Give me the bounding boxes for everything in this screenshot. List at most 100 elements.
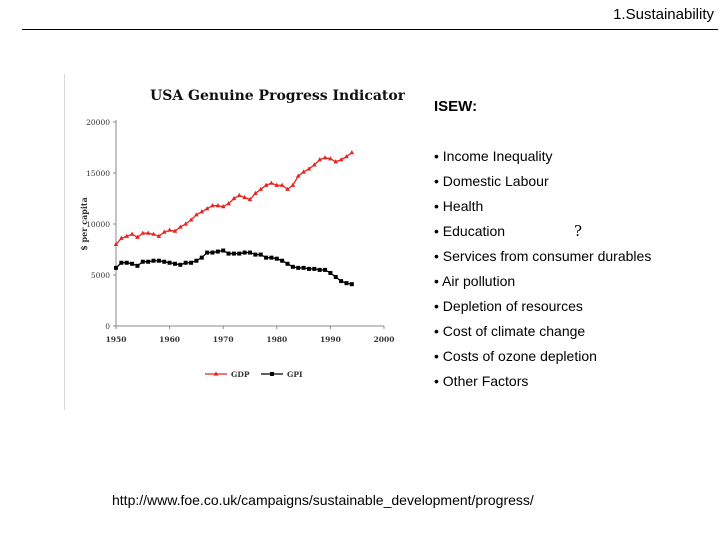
data-point-gpi <box>339 279 344 284</box>
data-point-gpi <box>114 265 118 270</box>
x-tick-label: 1990 <box>320 335 341 344</box>
data-point-gpi <box>344 281 349 286</box>
data-point-gpi <box>156 258 161 263</box>
data-point-gdp <box>167 227 172 232</box>
data-point-gdp <box>236 192 242 198</box>
data-point-gpi <box>183 260 188 265</box>
y-tick-label: 20000 <box>86 118 110 127</box>
data-point-gdp <box>194 212 199 217</box>
list-item: • Services from consumer durables <box>434 248 652 264</box>
data-point-gpi <box>167 260 172 265</box>
data-point-gpi <box>226 251 231 256</box>
data-point-gpi <box>162 259 167 264</box>
data-point-gdp <box>306 166 312 171</box>
data-point-gdp <box>210 203 215 208</box>
data-point-gdp <box>253 190 258 195</box>
data-point-gpi <box>349 282 354 287</box>
data-point-gdp <box>204 206 210 211</box>
data-point-gdp <box>269 180 274 185</box>
data-point-gpi <box>178 262 183 267</box>
data-point-gpi <box>231 251 236 256</box>
data-point-gdp <box>129 231 135 236</box>
data-point-gpi <box>237 251 242 256</box>
data-point-gdp <box>231 195 237 201</box>
list-item: • Costs of ozone depletion <box>434 348 597 364</box>
legend-label-gdp: GDP <box>231 370 250 379</box>
y-tick-label: 15000 <box>86 169 110 178</box>
data-point-gdp <box>333 159 339 164</box>
data-point-gpi <box>221 248 226 253</box>
legend-marker-gpi <box>270 372 274 376</box>
data-point-gdp <box>215 203 221 208</box>
data-point-gdp <box>145 230 151 235</box>
data-point-gpi <box>199 255 204 260</box>
list-item: • Domestic Labour <box>434 173 549 189</box>
x-tick-label: 2000 <box>374 335 395 344</box>
data-point-gdp <box>295 173 301 178</box>
data-point-gdp <box>156 233 162 238</box>
list-item: • Air pollution <box>434 273 516 289</box>
data-point-gdp <box>349 150 355 155</box>
y-tick-label: 0 <box>105 322 110 331</box>
data-point-gpi <box>317 267 322 272</box>
data-point-gpi <box>189 260 194 265</box>
legend-label-gpi: GPI <box>287 370 303 379</box>
data-point-gpi <box>172 261 177 266</box>
data-point-gpi <box>296 265 301 270</box>
data-point-gdp <box>188 217 194 222</box>
data-point-gpi <box>328 270 333 275</box>
data-point-gpi <box>151 258 156 263</box>
data-point-gpi <box>274 256 279 261</box>
data-point-gdp <box>344 154 349 159</box>
data-point-gpi <box>146 259 151 264</box>
gpi-chart-svg: USA Genuine Progress Indicator 0 5000 1000… <box>79 88 405 379</box>
data-point-gdp <box>338 157 344 162</box>
x-tick-label: 1970 <box>213 335 234 344</box>
data-point-gpi <box>119 260 124 265</box>
source-link[interactable]: http://www.foe.co.uk/campaigns/sustainab… <box>112 492 534 508</box>
data-point-gdp <box>274 182 280 187</box>
data-point-gpi <box>140 259 145 264</box>
data-point-gpi <box>285 261 290 266</box>
data-point-gpi <box>306 266 311 271</box>
data-point-gdp <box>263 182 269 187</box>
list-item: • Other Factors <box>434 373 529 389</box>
data-point-gdp <box>140 230 146 235</box>
list-item: • Health <box>434 198 484 214</box>
data-point-gpi <box>280 258 285 263</box>
data-point-gpi <box>312 266 317 271</box>
data-point-gdp <box>119 235 124 240</box>
data-point-gpi <box>242 250 247 255</box>
data-point-gpi <box>124 260 129 265</box>
data-point-gdp <box>124 233 130 238</box>
data-point-gdp <box>322 155 328 160</box>
data-point-gpi <box>248 250 252 255</box>
data-point-gpi <box>210 250 215 255</box>
legend-marker-gdp <box>213 371 219 376</box>
data-point-gdp <box>258 186 264 191</box>
chart-title: USA Genuine Progress Indicator <box>150 88 405 104</box>
data-point-gpi <box>253 252 258 257</box>
data-point-gdp <box>317 157 322 162</box>
data-point-gdp <box>199 209 205 214</box>
x-tick-label: 1950 <box>106 335 127 344</box>
data-point-gpi <box>194 258 199 263</box>
title-divider <box>22 29 718 30</box>
data-point-gpi <box>130 261 135 266</box>
data-point-gpi <box>290 264 295 269</box>
question-mark: ? <box>574 222 583 240</box>
data-point-gdp <box>113 241 119 246</box>
data-point-gpi <box>264 255 269 260</box>
isew-factor-list: • Income Inequality • Domestic Labour • … <box>434 147 651 397</box>
data-point-gpi <box>215 249 220 254</box>
data-point-gdp <box>312 162 317 167</box>
data-point-gdp <box>151 231 156 236</box>
data-point-gdp <box>290 182 296 187</box>
data-point-gpi <box>269 255 274 260</box>
gpi-chart: USA Genuine Progress Indicator 0 5000 1000… <box>65 74 405 410</box>
list-item: • Cost of climate change <box>434 323 586 339</box>
data-point-gdp <box>247 196 253 202</box>
isew-panel: ISEW: • Income Inequality • Domestic Lab… <box>434 98 651 397</box>
data-point-gdp <box>279 182 285 187</box>
list-item: • Education <box>434 223 506 239</box>
